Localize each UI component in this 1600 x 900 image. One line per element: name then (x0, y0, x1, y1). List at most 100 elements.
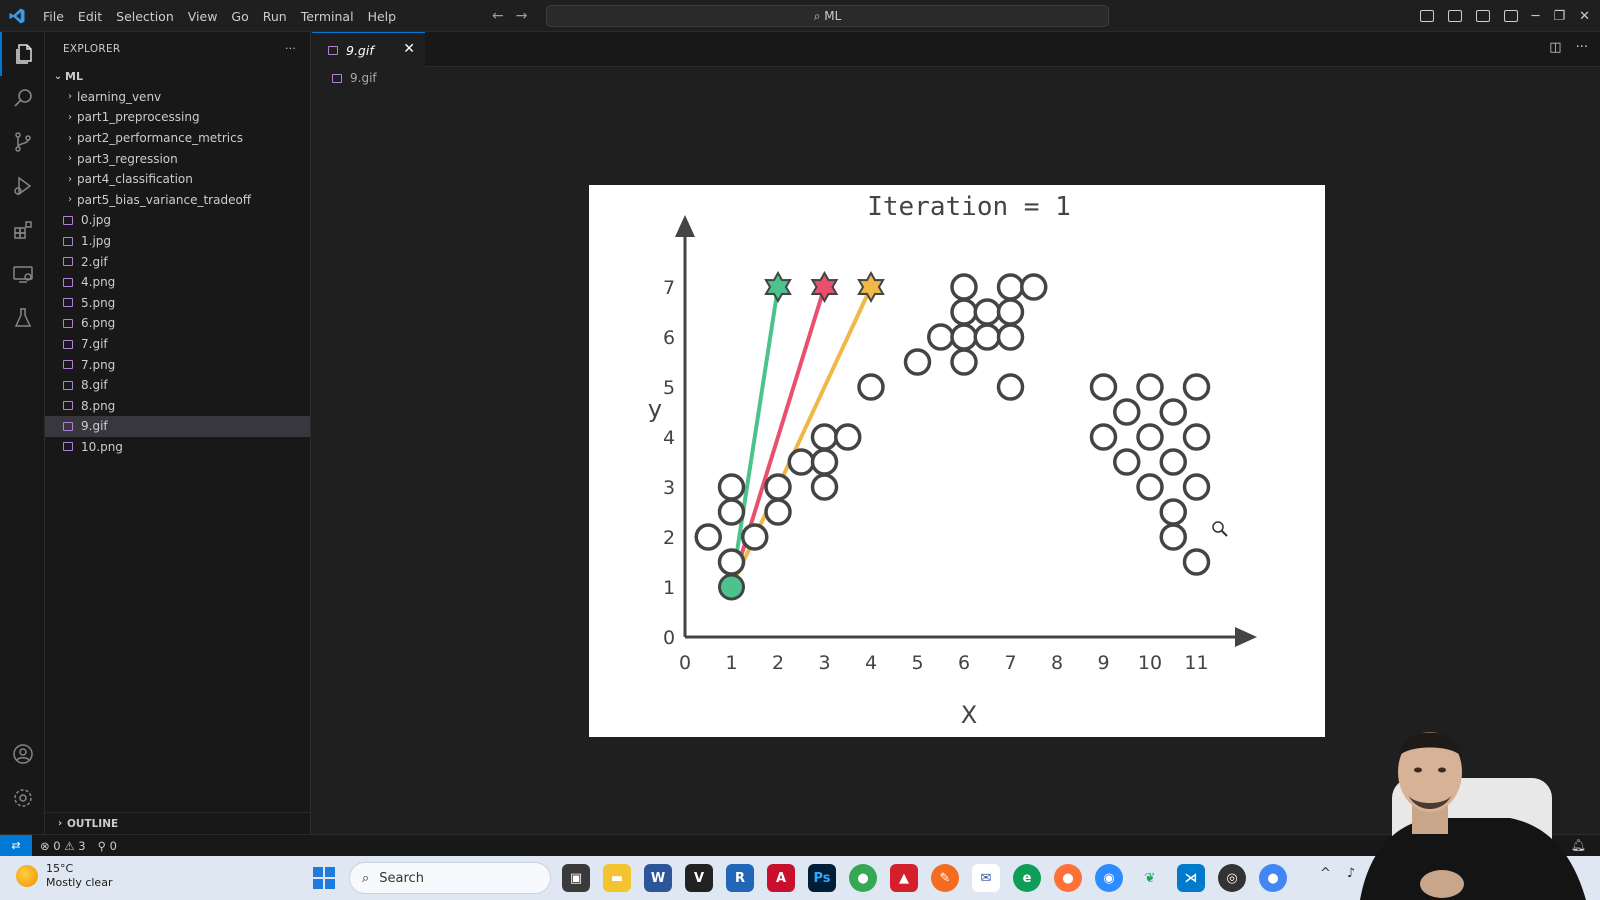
tab-9-gif[interactable]: 9.gif ✕ (312, 32, 425, 67)
pdf-reader-icon[interactable]: ▲ (890, 864, 918, 892)
edge-icon[interactable]: e (1013, 864, 1041, 892)
file-item[interactable]: 8.png (45, 396, 310, 417)
drawing-app-icon[interactable]: ✎ (931, 864, 959, 892)
folder-item[interactable]: › part1_preprocessing (45, 107, 310, 128)
testing-icon[interactable] (0, 296, 45, 340)
file-item[interactable]: 5.png (45, 293, 310, 314)
toggle-sidebar-icon[interactable] (1419, 10, 1434, 22)
menu-terminal[interactable]: Terminal (300, 8, 354, 24)
weather-widget[interactable]: 15°C Mostly clear (16, 862, 112, 890)
folder-item[interactable]: › part5_bias_variance_tradeoff (45, 190, 310, 211)
source-control-icon[interactable] (0, 120, 45, 164)
more-actions-icon[interactable]: ··· (285, 43, 296, 55)
file-item[interactable]: 10.png (45, 437, 310, 458)
file-item[interactable]: 1.jpg (45, 231, 310, 252)
close-tab-icon[interactable]: ✕ (403, 41, 415, 57)
notifications-bell-icon[interactable]: 🔔︎ (1570, 838, 1586, 852)
menu-run[interactable]: Run (262, 8, 287, 24)
zoom-icon[interactable]: ◉ (1095, 864, 1123, 892)
data-point (927, 323, 955, 351)
run-debug-icon[interactable] (0, 164, 45, 208)
folder-item[interactable]: › part3_regression (45, 148, 310, 169)
ports-count: 0 (109, 838, 117, 853)
menu-go[interactable]: Go (231, 8, 249, 24)
teams-icon[interactable]: ✉ (972, 864, 1000, 892)
close-window-icon[interactable]: ✕ (1579, 8, 1590, 24)
windows-start-icon[interactable] (313, 867, 335, 889)
word-icon[interactable]: W (644, 864, 672, 892)
tree-root-folder[interactable]: ⌄ ML (45, 66, 310, 87)
x-tick-label: 6 (958, 652, 970, 674)
x-tick-label: 5 (911, 652, 923, 674)
chrome-profile-icon[interactable]: ● (1259, 864, 1287, 892)
customize-layout-icon[interactable] (1503, 10, 1518, 22)
file-label: 5.png (81, 295, 116, 310)
minimize-icon[interactable]: ─ (1531, 8, 1540, 24)
firefox-icon[interactable]: ● (1054, 864, 1082, 892)
folder-item[interactable]: › part2_performance_metrics (45, 128, 310, 149)
restore-icon[interactable]: ❐ (1553, 8, 1566, 24)
menu-file[interactable]: File (43, 8, 64, 24)
menu-edit[interactable]: Edit (77, 8, 103, 24)
remote-explorer-icon[interactable] (0, 252, 45, 296)
toggle-panel-icon[interactable] (1447, 10, 1462, 22)
data-point (973, 298, 1001, 326)
file-item[interactable]: 2.gif (45, 251, 310, 272)
data-point (950, 348, 978, 376)
forward-arrow-icon[interactable]: → (515, 8, 528, 24)
remote-indicator-icon[interactable]: ⇄ (0, 835, 32, 856)
toggle-secondary-sidebar-icon[interactable] (1475, 10, 1490, 22)
microphone-icon[interactable]: ♪ (1346, 866, 1356, 881)
data-point (764, 498, 792, 526)
menu-selection[interactable]: Selection (116, 8, 174, 24)
split-editor-icon[interactable]: ◫ (1549, 40, 1562, 55)
vim-app-icon[interactable]: V (685, 864, 713, 892)
file-item[interactable]: 6.png (45, 313, 310, 334)
x-axis-arrow (1235, 627, 1257, 647)
ports-indicator[interactable]: ⚲ 0 (98, 839, 117, 853)
obs-icon[interactable]: ◎ (1218, 864, 1246, 892)
data-point (1113, 398, 1141, 426)
chrome-icon[interactable]: ● (849, 864, 877, 892)
account-icon[interactable] (0, 732, 45, 776)
file-item-selected[interactable]: 9.gif (45, 416, 310, 437)
file-item[interactable]: 8.gif (45, 375, 310, 396)
file-label: 6.png (81, 316, 116, 331)
data-point (764, 473, 792, 501)
folder-item[interactable]: › part4_classification (45, 169, 310, 190)
problems-indicator[interactable]: ⊗ 0 ⚠ 3 (40, 839, 86, 853)
command-center[interactable]: ⌕ ML (546, 5, 1109, 27)
settings-gear-icon[interactable] (0, 776, 45, 820)
file-item[interactable]: 7.gif (45, 334, 310, 355)
chevron-up-icon[interactable]: ^ (1320, 866, 1331, 881)
file-item[interactable]: 0.jpg (45, 210, 310, 231)
y-tick-label: 5 (663, 377, 675, 399)
mongodb-icon[interactable]: ❦ (1136, 864, 1164, 892)
photoshop-icon[interactable]: Ps (808, 864, 836, 892)
file-item[interactable]: 4.png (45, 272, 310, 293)
acrobat-icon[interactable]: A (767, 864, 795, 892)
vscode-taskbar-icon[interactable]: ⋊ (1177, 864, 1205, 892)
outline-section[interactable]: › OUTLINE (45, 812, 310, 834)
file-item[interactable]: 7.png (45, 354, 310, 375)
menu-help[interactable]: Help (367, 8, 397, 24)
search-view-icon[interactable] (0, 76, 45, 120)
more-actions-icon[interactable]: ··· (1575, 40, 1588, 55)
explorer-icon[interactable] (0, 32, 45, 76)
file-explorer-icon[interactable]: ▬ (603, 864, 631, 892)
x-tick-label: 0 (679, 652, 691, 674)
extensions-icon[interactable] (0, 208, 45, 252)
data-point (834, 423, 862, 451)
y-tick-label: 2 (663, 527, 675, 549)
x-tick-label: 2 (772, 652, 784, 674)
back-arrow-icon[interactable]: ← (492, 8, 504, 24)
y-axis-arrow (675, 215, 695, 237)
task-view-icon[interactable]: ▣ (562, 864, 590, 892)
folder-item[interactable]: › learning_venv (45, 87, 310, 108)
taskbar-search[interactable]: ⌕ Search (349, 862, 551, 894)
image-preview[interactable]: Iteration = 1 X y 0 1 2 3 4 5 6 7 8 9 10 11 0 1 2 3 4 5 6… (589, 185, 1325, 737)
menu-view[interactable]: View (187, 8, 218, 24)
r-app-icon[interactable]: R (726, 864, 754, 892)
breadcrumb-file[interactable]: 9.gif (350, 71, 377, 85)
image-file-icon (63, 380, 73, 390)
